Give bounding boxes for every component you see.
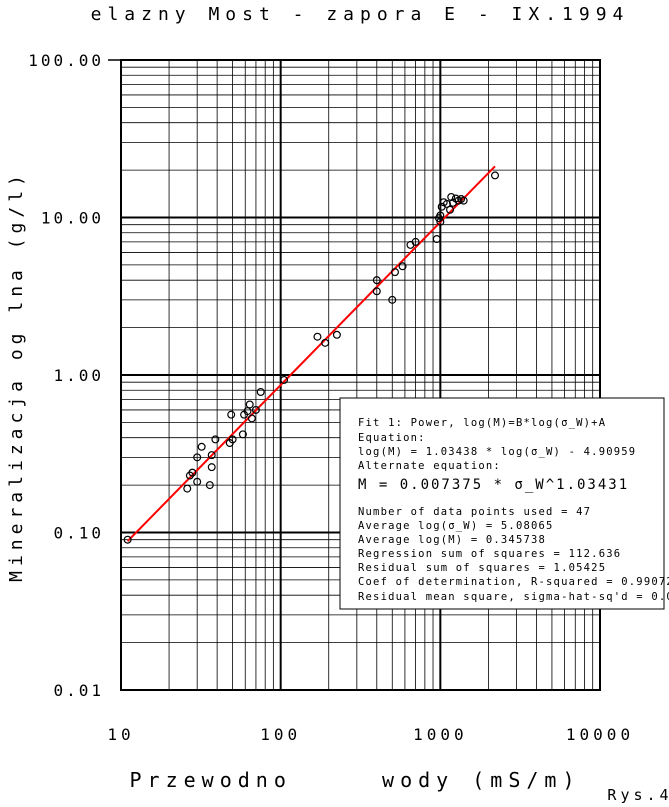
x-tick-label: 100 [260, 725, 301, 744]
annotation-line: Coef of determination, R-squared = 0.990… [358, 576, 669, 588]
figure-label: Rys.4 [607, 786, 669, 804]
chart-title: elazny Most - zapora E - IX.1994 [91, 4, 630, 25]
annotation-line: Residual sum of squares = 1.05425 [358, 562, 606, 574]
data-point [207, 451, 216, 460]
y-tick-label: 10.00 [41, 209, 104, 228]
x-tick-label: 10 [107, 725, 134, 744]
annotation-line: Alternate equation: [358, 460, 501, 472]
data-point [446, 205, 455, 214]
y-tick-label: 0.01 [53, 681, 104, 700]
y-tick-label: 1.00 [53, 366, 104, 385]
data-point [372, 287, 381, 296]
x-tick-label: 1000 [413, 725, 468, 744]
y-tick-label: 0.10 [53, 524, 104, 543]
data-point [251, 405, 260, 414]
annotation-line: Average log(M) = 0.345738 [358, 534, 546, 546]
data-point [459, 196, 468, 205]
data-point [205, 481, 214, 490]
data-point [211, 435, 220, 444]
data-point [432, 235, 441, 244]
data-point [372, 276, 381, 285]
data-point [491, 171, 500, 180]
annotation-line: Fit 1: Power, log(M)=B*log(σ_W)+A [358, 417, 606, 429]
data-point [247, 414, 256, 423]
data-point [332, 330, 341, 339]
plot-border [120, 59, 601, 691]
plot-frame [108, 59, 601, 691]
data-point [197, 442, 206, 451]
data-point [188, 468, 197, 477]
data-points [123, 171, 500, 544]
data-point [193, 453, 202, 462]
data-point [436, 217, 445, 226]
annotation-line: Residual mean square, sigma-hat-sq'd = 0… [358, 591, 669, 603]
data-point [321, 338, 330, 347]
y-axis-label: Mineralizacja og lna (g/l) [6, 170, 27, 582]
data-point [228, 435, 237, 444]
annotation-line: Number of data points used = 47 [358, 506, 591, 518]
data-point [207, 463, 216, 472]
data-point [256, 387, 265, 396]
data-point [313, 332, 322, 341]
data-point [193, 477, 202, 486]
fit-annotation-box: Fit 1: Power, log(M)=B*log(σ_W)+A Equatio… [339, 397, 669, 610]
tick-labels: 10 100 1000 10000 0.01 0.10 1.00 10.00 100.00 [28, 51, 634, 744]
data-point [245, 400, 254, 409]
data-point [390, 268, 399, 277]
data-point [238, 430, 247, 439]
x-axis-label: Przewodno wody (mS/m) [129, 768, 580, 792]
y-tick-label: 100.00 [28, 51, 104, 70]
data-point [227, 410, 236, 419]
data-point [123, 535, 132, 544]
data-point [280, 375, 289, 384]
x-tick-label: 10000 [566, 725, 634, 744]
annotation-line: Equation: [358, 432, 426, 444]
annotation-line: Average log(σ_W) = 5.08065 [358, 520, 554, 532]
annotation-line: Regression sum of squares = 112.636 [358, 548, 621, 560]
annotation-line: M = 0.007375 * σ_W^1.03431 [358, 477, 629, 493]
data-point [411, 237, 420, 246]
data-point [388, 295, 397, 304]
annotation-line: log(M) = 1.03438 * log(σ_W) - 4.90959 [358, 446, 636, 458]
data-point [183, 484, 192, 493]
data-point [398, 262, 407, 271]
